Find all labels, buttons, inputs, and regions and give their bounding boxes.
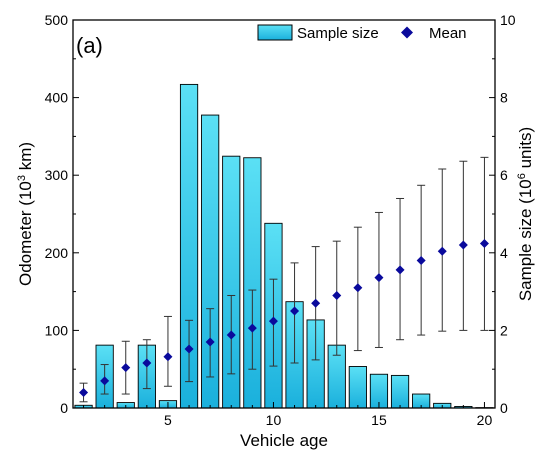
bars-layer xyxy=(74,83,494,409)
x-tick-label-5: 5 xyxy=(164,412,172,428)
mean-marker-age-1 xyxy=(79,387,89,397)
error-bar-age-5 xyxy=(163,315,172,387)
legend-label-sample-size: Sample size xyxy=(297,25,379,42)
mean-marker-age-19 xyxy=(458,240,468,250)
y-left-tick-label-0: 0 xyxy=(60,400,68,416)
y-right-tick-label-6: 6 xyxy=(500,167,508,183)
y-right-tick-label-2: 2 xyxy=(500,322,508,338)
bar-sample-size-age-9 xyxy=(243,157,262,409)
mean-marker-age-11 xyxy=(290,306,300,316)
mean-marker-age-14 xyxy=(353,283,363,293)
mean-marker-age-12 xyxy=(311,298,321,308)
panel-label: (a) xyxy=(76,33,103,58)
y-left-tick-label-400: 400 xyxy=(45,90,69,106)
y-right-tick-label-8: 8 xyxy=(500,90,508,106)
legend-marker-mean xyxy=(401,26,413,39)
y-left-tick-label-500: 500 xyxy=(45,12,69,28)
y-axis-right-title: Sample size (106 units) xyxy=(516,127,535,301)
y-left-tick-label-100: 100 xyxy=(45,322,69,338)
y-right-tick-label-4: 4 xyxy=(500,245,508,261)
mean-marker-age-15 xyxy=(374,273,384,283)
x-axis-title: Vehicle age xyxy=(240,431,328,450)
mean-marker-age-13 xyxy=(332,290,342,300)
bar-sample-size-age-16 xyxy=(390,374,410,409)
y-left-tick-label-200: 200 xyxy=(45,245,69,261)
mean-marker-age-8 xyxy=(226,330,236,340)
mean-marker-age-18 xyxy=(437,246,447,256)
mean-marker-age-6 xyxy=(184,344,194,354)
bar-sample-size-age-14 xyxy=(348,366,367,409)
mean-marker-age-16 xyxy=(395,265,405,275)
mean-marker-age-3 xyxy=(121,363,131,373)
x-tick-label-20: 20 xyxy=(477,412,493,428)
x-tick-label-10: 10 xyxy=(266,412,282,428)
y-right-tick-label-10: 10 xyxy=(500,12,516,28)
mean-marker-age-5 xyxy=(163,352,173,362)
mean-marker-age-4 xyxy=(142,358,152,368)
y-axis-left-title: Odometer (103 km) xyxy=(16,142,35,286)
mean-marker-age-7 xyxy=(205,337,215,347)
legend-swatch-sample-size xyxy=(257,24,293,41)
mean-marker-age-9 xyxy=(247,323,257,333)
x-tick-label-15: 15 xyxy=(371,412,387,428)
legend-label-mean: Mean xyxy=(429,25,467,42)
mean-markers-layer xyxy=(79,238,489,397)
mean-marker-age-17 xyxy=(416,256,426,266)
mean-marker-age-2 xyxy=(100,376,110,386)
mean-marker-age-10 xyxy=(268,316,278,326)
y-left-tick-label-300: 300 xyxy=(45,167,69,183)
y-right-tick-label-0: 0 xyxy=(500,400,508,416)
mean-marker-age-20 xyxy=(479,238,489,248)
plot-frame xyxy=(72,19,496,409)
legend: Sample size Mean xyxy=(257,24,467,42)
